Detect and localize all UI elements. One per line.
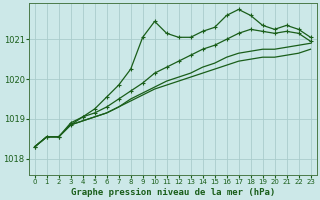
X-axis label: Graphe pression niveau de la mer (hPa): Graphe pression niveau de la mer (hPa) [70,188,275,197]
